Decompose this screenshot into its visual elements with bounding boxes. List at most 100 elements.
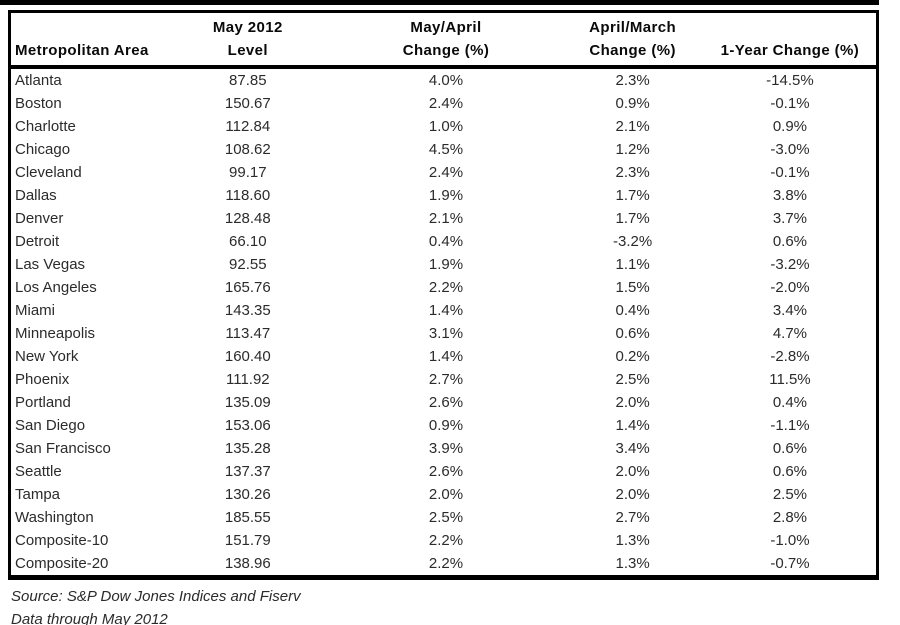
cell-level: 118.60 bbox=[225, 187, 271, 204]
cell-one-year-change: -2.8% bbox=[770, 348, 810, 365]
header-line1: April/March bbox=[589, 19, 677, 36]
header-line2: Metropolitan Area bbox=[15, 41, 149, 59]
cell-april-march-change: 2.7% bbox=[615, 509, 650, 526]
cell-metro-area: Minneapolis bbox=[15, 325, 96, 342]
cell-metro-area: Atlanta bbox=[15, 72, 62, 89]
cell-level: 128.48 bbox=[224, 210, 271, 227]
cell-level: 87.85 bbox=[229, 72, 267, 89]
cell-may-april-change: 2.2% bbox=[428, 555, 464, 572]
table-row: New York 160.40 1.4% 0.2% -2.8% bbox=[10, 345, 878, 368]
column-header-one-year-change: 1-Year Change (%) bbox=[703, 11, 878, 69]
cell-level: 130.26 bbox=[224, 486, 271, 503]
cell-metro-area: San Francisco bbox=[15, 440, 111, 457]
cell-april-march-change: 0.4% bbox=[615, 302, 650, 319]
cell-may-april-change: 2.7% bbox=[428, 371, 464, 388]
table-row: Composite-10 151.79 2.2% 1.3% -1.0% bbox=[10, 529, 878, 552]
cell-one-year-change: -2.0% bbox=[770, 279, 810, 296]
cell-april-march-change: 0.6% bbox=[615, 325, 650, 342]
cell-april-march-change: 2.0% bbox=[615, 394, 650, 411]
cell-level: 153.06 bbox=[224, 417, 271, 434]
cell-may-april-change: 1.4% bbox=[428, 348, 464, 365]
cell-may-april-change: 2.0% bbox=[428, 486, 464, 503]
table-body: Atlanta 87.85 4.0% 2.3% -14.5% Boston 15… bbox=[10, 67, 878, 578]
table-row: Miami 143.35 1.4% 0.4% 3.4% bbox=[10, 299, 878, 322]
header-line2: 1-Year Change (%) bbox=[720, 41, 860, 59]
cell-april-march-change: 0.9% bbox=[615, 95, 650, 112]
cell-may-april-change: 2.6% bbox=[428, 394, 464, 411]
cell-may-april-change: 1.0% bbox=[428, 118, 464, 135]
table-row: San Diego 153.06 0.9% 1.4% -1.1% bbox=[10, 414, 878, 437]
cell-april-march-change: 2.0% bbox=[615, 463, 650, 480]
cell-metro-area: Composite-20 bbox=[15, 555, 109, 572]
table-row: Portland 135.09 2.6% 2.0% 0.4% bbox=[10, 391, 878, 414]
cell-level: 66.10 bbox=[229, 233, 267, 250]
cell-metro-area: Cleveland bbox=[15, 164, 82, 181]
home-price-index-table: Metropolitan Area May 2012 Level May/Apr… bbox=[8, 10, 879, 580]
header-line1: May 2012 bbox=[212, 19, 283, 36]
cell-level: 137.37 bbox=[224, 463, 271, 480]
cell-level: 143.35 bbox=[224, 302, 271, 319]
cell-metro-area: New York bbox=[15, 348, 79, 365]
table-header: Metropolitan Area May 2012 Level May/Apr… bbox=[9, 11, 878, 69]
column-header-may-2012-level: May 2012 Level bbox=[165, 11, 331, 69]
cell-may-april-change: 3.1% bbox=[428, 325, 464, 342]
cell-metro-area: Charlotte bbox=[15, 118, 76, 135]
cell-april-march-change: 2.1% bbox=[615, 118, 650, 135]
cell-one-year-change: -1.0% bbox=[770, 532, 810, 549]
cell-may-april-change: 2.4% bbox=[428, 164, 464, 181]
cell-level: 99.17 bbox=[229, 164, 267, 181]
cell-april-march-change: 1.7% bbox=[615, 210, 650, 227]
cell-one-year-change: 0.6% bbox=[772, 440, 808, 457]
cell-level: 112.84 bbox=[225, 118, 271, 135]
cell-metro-area: San Diego bbox=[15, 417, 86, 434]
cell-may-april-change: 2.1% bbox=[428, 210, 464, 227]
cell-april-march-change: 2.0% bbox=[615, 486, 650, 503]
cell-one-year-change: 0.6% bbox=[772, 233, 808, 250]
cell-one-year-change: -3.0% bbox=[770, 141, 810, 158]
cell-metro-area: Dallas bbox=[15, 187, 57, 204]
cell-one-year-change: 3.4% bbox=[772, 302, 808, 319]
header-line2: Change (%) bbox=[402, 41, 490, 59]
cell-may-april-change: 2.5% bbox=[428, 509, 464, 526]
table-row: Las Vegas 92.55 1.9% 1.1% -3.2% bbox=[10, 253, 878, 276]
table-row: Minneapolis 113.47 3.1% 0.6% 4.7% bbox=[10, 322, 878, 345]
cell-level: 113.47 bbox=[225, 325, 271, 342]
cell-april-march-change: 1.5% bbox=[615, 279, 650, 296]
cell-may-april-change: 1.4% bbox=[428, 302, 464, 319]
cell-metro-area: Las Vegas bbox=[15, 256, 86, 273]
cell-may-april-change: 2.4% bbox=[428, 95, 464, 112]
cell-metro-area: Seattle bbox=[15, 463, 62, 480]
cell-level: 150.67 bbox=[224, 95, 271, 112]
table-row: Atlanta 87.85 4.0% 2.3% -14.5% bbox=[10, 67, 878, 92]
cell-metro-area: Chicago bbox=[15, 141, 71, 158]
cell-one-year-change: 3.7% bbox=[772, 210, 808, 227]
table-row: Denver 128.48 2.1% 1.7% 3.7% bbox=[10, 207, 878, 230]
cell-level: 185.55 bbox=[224, 509, 271, 526]
cell-april-march-change: 1.4% bbox=[615, 417, 650, 434]
cell-may-april-change: 1.9% bbox=[428, 256, 464, 273]
cell-may-april-change: 4.5% bbox=[428, 141, 464, 158]
cell-metro-area: Los Angeles bbox=[15, 279, 97, 296]
cell-april-march-change: 0.2% bbox=[615, 348, 650, 365]
cell-level: 108.62 bbox=[224, 141, 271, 158]
cell-metro-area: Washington bbox=[15, 509, 94, 526]
cell-one-year-change: -1.1% bbox=[770, 417, 810, 434]
footer-notes: Source: S&P Dow Jones Indices and Fiserv… bbox=[11, 585, 301, 625]
cell-may-april-change: 0.4% bbox=[428, 233, 464, 250]
cell-level: 160.40 bbox=[224, 348, 271, 365]
cell-one-year-change: -14.5% bbox=[766, 72, 814, 89]
table-row: Phoenix 111.92 2.7% 2.5% 11.5% bbox=[10, 368, 878, 391]
cell-april-march-change: 2.5% bbox=[615, 371, 650, 388]
cell-april-march-change: 1.2% bbox=[615, 141, 650, 158]
cell-may-april-change: 4.0% bbox=[428, 72, 464, 89]
cell-may-april-change: 2.2% bbox=[428, 279, 464, 296]
cell-metro-area: Composite-10 bbox=[15, 532, 109, 549]
cell-metro-area: Detroit bbox=[15, 233, 60, 250]
cell-level: 135.28 bbox=[224, 440, 271, 457]
cell-may-april-change: 2.6% bbox=[428, 463, 464, 480]
cell-metro-area: Denver bbox=[15, 210, 64, 227]
cell-one-year-change: 3.8% bbox=[772, 187, 808, 204]
table-row: Washington 185.55 2.5% 2.7% 2.8% bbox=[10, 506, 878, 529]
cell-level: 165.76 bbox=[224, 279, 271, 296]
